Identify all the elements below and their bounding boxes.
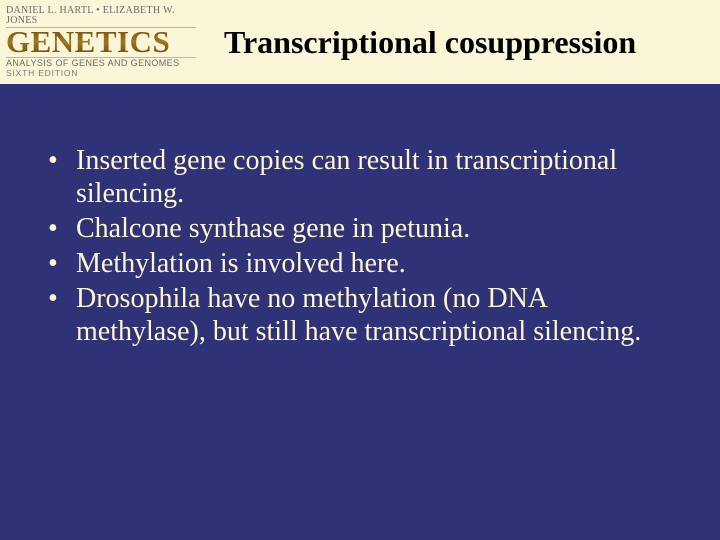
bullet-item: Inserted gene copies can result in trans… xyxy=(46,144,674,210)
bullet-item: Methylation is involved here. xyxy=(46,247,674,280)
bullet-list: Inserted gene copies can result in trans… xyxy=(46,144,674,348)
logo-edition: SIXTH EDITION xyxy=(6,69,200,78)
bullet-item: Drosophila have no methylation (no DNA m… xyxy=(46,282,674,348)
logo-subtitle: ANALYSIS OF GENES AND GENOMES xyxy=(6,57,196,68)
slide-title: Transcriptional cosuppression xyxy=(200,24,720,61)
header-band: DANIEL L. HARTL • ELIZABETH W. JONES GEN… xyxy=(0,0,720,84)
bullet-item: Chalcone synthase gene in petunia. xyxy=(46,212,674,245)
slide-body: Inserted gene copies can result in trans… xyxy=(0,84,720,348)
textbook-logo: DANIEL L. HARTL • ELIZABETH W. JONES GEN… xyxy=(6,6,200,78)
logo-title: GENETICS xyxy=(6,26,200,57)
